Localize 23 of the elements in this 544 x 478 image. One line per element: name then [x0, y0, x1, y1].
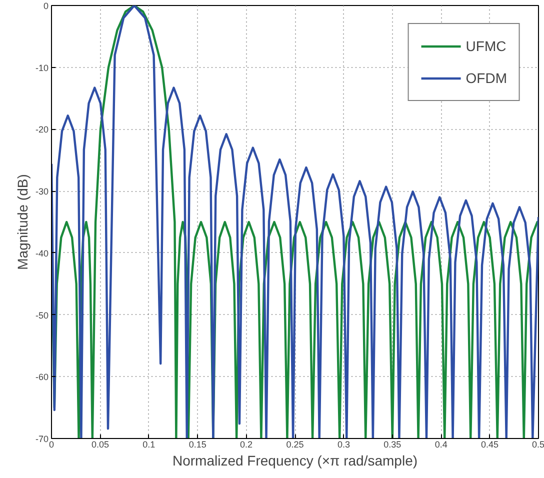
- x-tick-label: 0.15: [188, 440, 206, 450]
- x-tick-label: 0.1: [142, 440, 156, 450]
- x-tick-label: 0.05: [91, 440, 109, 450]
- y-axis-title: Magnitude (dB): [14, 174, 30, 270]
- y-tick-label: -60: [35, 372, 49, 382]
- x-tick-label: 0.3: [337, 440, 350, 450]
- legend-label: OFDM: [466, 70, 507, 86]
- x-tick-label: 0.2: [240, 440, 253, 450]
- x-tick-label: 0.25: [286, 440, 304, 450]
- y-tick-label: -10: [35, 62, 49, 73]
- x-tick-label: 0.35: [384, 440, 402, 450]
- legend-label: UFMC: [466, 38, 506, 54]
- x-tick-label: 0.4: [434, 440, 448, 450]
- y-tick-label: -40: [35, 248, 49, 258]
- y-tick-label: -20: [35, 124, 49, 135]
- y-tick-label: 0: [43, 1, 49, 11]
- y-tick-label: -50: [35, 310, 49, 320]
- line-series: [52, 6, 538, 438]
- x-axis-title: Normalized Frequency (×π rad/sample): [172, 452, 418, 468]
- y-tick-label: -70: [35, 434, 49, 444]
- y-tick-label: -30: [35, 186, 49, 197]
- x-tick-label: 0.45: [481, 440, 499, 450]
- x-tick-label: 0.5: [532, 440, 544, 450]
